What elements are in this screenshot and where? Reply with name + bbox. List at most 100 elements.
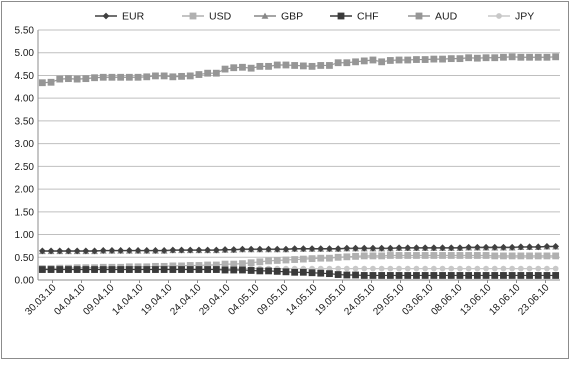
data-point-chf — [386, 272, 394, 279]
data-point-eur — [152, 247, 159, 254]
data-point-usd — [517, 252, 525, 260]
data-point-aud — [169, 73, 177, 81]
data-point-eur — [526, 243, 533, 251]
data-point-chf — [291, 268, 299, 276]
data-point-aud — [247, 64, 255, 72]
data-point-chf — [421, 272, 429, 279]
data-point-aud — [99, 73, 107, 81]
data-point-jpy — [491, 265, 498, 272]
data-point-eur — [352, 244, 359, 252]
data-point-aud — [38, 79, 46, 87]
data-point-eur — [195, 246, 203, 254]
data-point-aud — [552, 53, 560, 61]
data-point-usd — [308, 255, 316, 263]
data-point-eur — [430, 244, 438, 252]
data-point-usd — [500, 252, 507, 260]
data-point-aud — [186, 72, 194, 80]
data-point-usd — [291, 256, 299, 263]
data-point-jpy — [552, 265, 559, 272]
data-point-eur — [221, 246, 229, 253]
data-point-eur — [360, 244, 368, 252]
data-point-chf — [212, 266, 220, 273]
data-point-usd — [508, 252, 516, 260]
data-point-aud — [212, 69, 220, 77]
data-point-eur — [38, 247, 46, 255]
data-point-chf — [413, 272, 420, 279]
series-eur — [38, 242, 560, 255]
data-point-jpy — [457, 265, 463, 272]
data-point-jpy — [483, 265, 489, 272]
data-point-eur — [517, 243, 525, 251]
data-point-jpy — [378, 265, 385, 272]
data-point-aud — [326, 62, 333, 69]
data-point-chf — [282, 268, 290, 276]
data-point-aud — [143, 73, 151, 81]
data-point-chf — [195, 266, 203, 273]
y-tick-label: 2.50 — [15, 162, 35, 173]
data-point-eur — [439, 244, 446, 252]
data-point-jpy — [544, 265, 550, 272]
data-point-eur — [482, 243, 490, 251]
data-point-chf — [108, 266, 116, 273]
series-chf — [38, 266, 560, 279]
legend-marker-eur — [102, 12, 110, 20]
legend-item-usd: USD — [182, 11, 232, 23]
data-point-usd — [265, 257, 272, 265]
data-point-aud — [282, 61, 290, 69]
data-point-usd — [195, 262, 203, 269]
data-point-chf — [134, 266, 142, 273]
data-point-eur — [212, 246, 220, 254]
data-point-eur — [117, 247, 125, 254]
data-point-chf — [517, 272, 525, 279]
data-point-eur — [56, 247, 64, 255]
data-point-chf — [395, 272, 403, 279]
data-point-aud — [334, 59, 342, 67]
data-point-usd — [360, 252, 368, 260]
data-point-aud — [195, 71, 203, 78]
data-point-jpy — [422, 265, 429, 272]
data-point-aud — [125, 73, 133, 81]
data-point-chf — [343, 271, 351, 279]
data-point-eur — [386, 244, 394, 252]
data-point-aud — [508, 53, 516, 61]
data-point-jpy — [535, 265, 542, 272]
data-point-usd — [534, 252, 542, 260]
data-point-eur — [134, 247, 142, 254]
data-point-usd — [482, 252, 490, 259]
data-point-aud — [517, 53, 525, 61]
data-point-eur — [143, 247, 151, 254]
legend-item-aud: AUD — [408, 11, 458, 23]
data-point-eur — [413, 244, 420, 252]
data-point-aud — [386, 57, 394, 64]
data-point-usd — [395, 252, 403, 259]
legend-marker-jpy — [496, 13, 502, 19]
data-point-usd — [526, 252, 533, 260]
data-point-eur — [369, 244, 377, 252]
data-point-jpy — [413, 265, 420, 272]
data-point-usd — [465, 252, 473, 259]
data-point-chf — [526, 272, 533, 279]
data-point-chf — [334, 271, 342, 278]
data-point-eur — [378, 244, 386, 252]
data-point-chf — [56, 266, 64, 273]
data-point-eur — [160, 247, 168, 254]
data-point-chf — [143, 266, 151, 273]
data-point-eur — [500, 243, 507, 251]
data-point-eur — [186, 246, 194, 254]
data-point-aud — [204, 69, 212, 77]
data-point-aud — [265, 62, 272, 70]
legend-item-jpy: JPY — [488, 11, 534, 23]
data-point-aud — [317, 62, 325, 69]
y-tick-label: 1.00 — [15, 230, 35, 241]
data-point-aud — [456, 55, 464, 63]
data-point-chf — [465, 272, 473, 279]
data-point-eur — [73, 247, 81, 255]
data-point-aud — [413, 56, 420, 63]
data-point-chf — [38, 266, 46, 273]
data-point-usd — [473, 252, 481, 259]
data-point-chf — [456, 272, 464, 279]
data-point-usd — [326, 254, 333, 262]
data-point-jpy — [448, 265, 455, 272]
data-point-eur — [239, 245, 246, 253]
data-point-aud — [82, 75, 90, 83]
